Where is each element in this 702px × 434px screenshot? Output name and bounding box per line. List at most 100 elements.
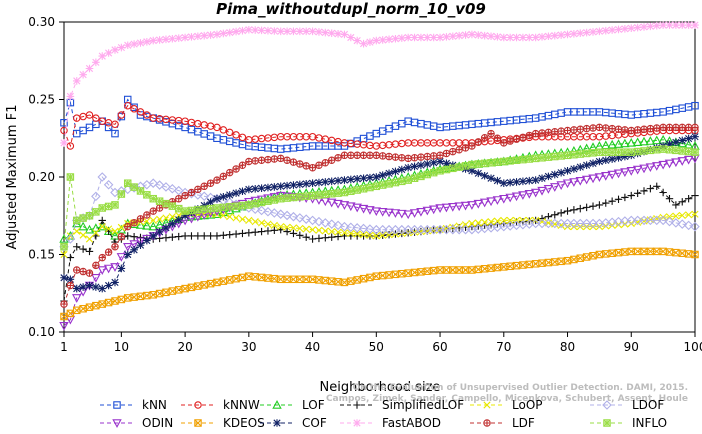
data-point-kdeos-part [385,271,393,279]
data-point-odin [511,192,522,202]
x-tick-label: 1 [60,340,68,354]
data-point-simplifiedlof-part [665,195,674,203]
data-point-ldof-part [275,209,286,219]
data-point-ldf [531,129,540,138]
data-point-kdeos [500,263,508,271]
data-point-cof-part [442,159,451,168]
data-point-ldf-part [551,128,558,135]
data-point-knnw [85,111,94,119]
data-point-ldof [307,215,318,226]
data-point-inflo-part [417,172,425,180]
data-point-inflo-part [85,212,94,220]
data-point-cof-part [155,228,164,236]
data-point-fastabod-part [366,38,374,46]
data-point-simplifiedlof-part [124,232,132,240]
data-point-cof [429,158,438,167]
data-point-loop [353,230,361,238]
data-point-knnw-part [136,108,145,116]
y-tick-label: 0.30 [28,15,55,29]
data-point-odin-part [499,194,509,204]
data-point-fastabod [417,33,425,42]
data-point-fastabod [544,32,553,41]
data-point-odin [613,169,624,179]
data-point-ldof-part [543,218,554,229]
data-point-cof [143,236,151,245]
data-point-inflo-part [665,146,674,154]
legend-label-knnw: kNNW [223,398,260,412]
data-point-fastabod [308,27,317,36]
data-point-inflo-part [621,148,629,156]
legend-item-inflo: INFLO [590,416,667,430]
data-point-ldf-part [130,219,138,226]
data-point-inflo-part [385,180,393,188]
data-point-cof-part [608,155,616,163]
data-point-inflo [327,189,336,198]
data-point-inflo [506,157,514,165]
data-point-fastabod [474,31,483,39]
data-point-ldf-part [570,126,578,134]
data-point-fastabod-part [378,36,387,44]
data-point-lof [626,137,636,147]
data-point-ldof [581,218,592,229]
data-point-odin [607,170,617,180]
data-point-cof-part [264,183,272,192]
data-point-simplifiedlof [79,245,87,253]
data-point-simplifiedlof-part [563,207,572,215]
data-point-fastabod [398,34,406,42]
data-point-odin-part [626,167,636,176]
data-point-cof-part [385,169,393,178]
data-point-loop-part [481,218,489,226]
legend-item-loop: LoOP [470,398,543,412]
data-point-ldof-part [339,221,350,232]
data-point-ldof [358,223,369,234]
data-point-simplifiedlof-part [168,233,177,241]
data-point-fastabod [640,23,648,31]
data-point-kdeos-part [340,278,349,286]
data-point-inflo [480,159,489,168]
data-point-fastabod-part [665,21,674,29]
data-point-loop [576,223,584,231]
data-point-cof-part [410,162,419,171]
data-point-knnw-part [85,111,94,119]
data-point-odin-part [467,201,477,210]
data-point-cof [519,177,527,186]
data-point-inflo [206,204,215,213]
data-point-odin-part [116,253,127,262]
data-point-ldf-part [258,157,265,164]
data-point-kdeos-part [359,275,368,283]
data-point-ldof [435,224,445,235]
data-point-odin-part [543,185,554,194]
data-point-inflo [117,190,126,198]
data-point-cof [225,191,234,199]
data-point-cof [347,175,355,184]
data-point-ldof [632,215,643,226]
data-point-cof [245,185,253,194]
data-point-cof-part [283,181,291,190]
data-point-lof [652,135,662,145]
data-point-ldf-part [201,183,208,190]
data-point-ldf [245,157,253,166]
data-point-loop-part [404,229,412,237]
data-point-loop [359,231,368,239]
data-point-lof-part [78,221,88,231]
data-point-fastabod [563,30,572,39]
data-point-ldf-part [175,195,182,202]
data-point-fastabod-part [621,25,629,33]
data-point-knnw-part [213,123,221,132]
data-point-simplifiedlof-part [672,201,680,209]
data-point-lof [613,139,624,148]
data-point-knn [691,101,699,110]
data-point-odin [135,237,146,247]
data-point-simplifiedlof [315,234,323,243]
data-point-ldf-part [659,124,667,131]
data-point-inflo [614,148,623,156]
data-point-kdeos-part [455,266,463,274]
data-point-ldof [690,221,700,232]
data-point-loop [219,211,227,220]
data-point-inflo-part [162,200,170,208]
data-point-cof-part [79,283,87,291]
data-point-loop-part [678,211,686,220]
data-point-knnw [213,123,221,132]
data-point-fastabod [506,33,514,42]
data-point-fastabod [366,38,374,46]
